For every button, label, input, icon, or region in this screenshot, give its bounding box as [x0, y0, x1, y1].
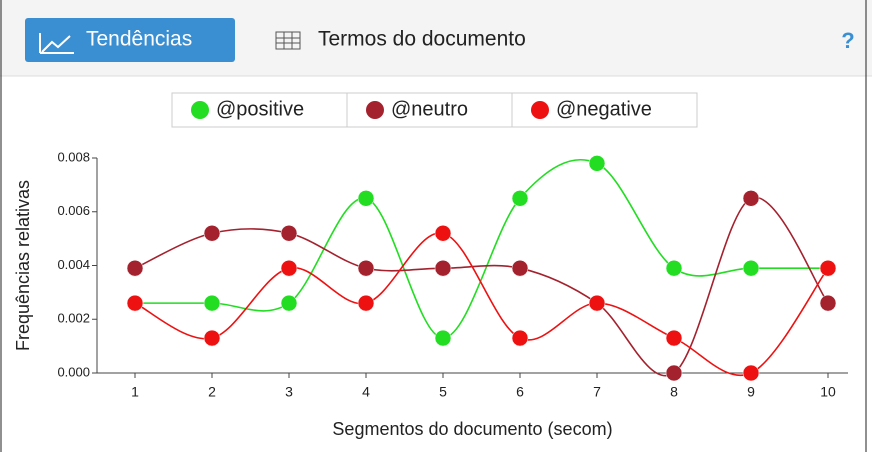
y-tick-label: 0.002 — [57, 311, 90, 326]
y-axis-label: Frequências relativas — [13, 180, 33, 351]
x-tick-label: 5 — [439, 384, 447, 400]
series-line — [135, 158, 828, 339]
tab-active[interactable] — [25, 18, 235, 62]
tab-label[interactable]: Termos do documento — [318, 28, 526, 51]
x-tick-label: 1 — [131, 384, 139, 400]
x-tick-label: 9 — [747, 384, 755, 400]
data-point — [280, 294, 298, 312]
legend-swatch — [191, 101, 209, 119]
x-tick-label: 6 — [516, 384, 524, 400]
x-tick-label: 7 — [593, 384, 601, 400]
data-point — [357, 259, 375, 277]
data-point — [511, 190, 529, 207]
table-icon — [275, 31, 301, 50]
data-point — [203, 225, 221, 242]
data-point — [280, 259, 298, 277]
trend-icon — [39, 33, 74, 54]
series-line — [134, 232, 829, 376]
data-point — [665, 329, 683, 347]
data-point — [819, 259, 837, 277]
data-point — [665, 364, 683, 382]
data-point — [511, 259, 529, 277]
tab-label[interactable]: Tendências — [86, 28, 192, 51]
legend: @positive @neutro @negative — [171, 92, 698, 128]
x-tick-label: 8 — [670, 384, 678, 400]
legend-label: @neutro — [391, 98, 468, 120]
data-point — [126, 259, 144, 277]
data-point — [742, 190, 760, 207]
legend-label: @negative — [556, 98, 652, 120]
data-point — [588, 155, 606, 172]
x-tick-label: 2 — [208, 384, 216, 400]
data-point — [742, 259, 760, 277]
legend-box — [171, 92, 698, 128]
data-point — [434, 329, 452, 347]
y-tick-label: 0.004 — [57, 257, 90, 272]
data-point — [434, 225, 452, 242]
data-point — [742, 364, 760, 382]
data-point — [280, 225, 298, 242]
data-point — [357, 190, 375, 207]
legend-swatch — [366, 101, 384, 119]
x-axis-label: Segmentos do documento (secom) — [332, 419, 612, 439]
y-tick-label: 0.008 — [57, 149, 90, 164]
data-point — [665, 259, 683, 277]
data-point — [434, 259, 452, 277]
data-point — [203, 294, 221, 312]
legend-swatch — [531, 101, 549, 119]
data-point — [511, 329, 529, 347]
data-point — [126, 294, 144, 312]
data-point — [588, 294, 606, 312]
x-tick-label: 3 — [285, 384, 293, 400]
x-tick-label: 10 — [820, 384, 836, 400]
data-point — [203, 329, 221, 347]
help-button[interactable]: ? — [841, 28, 854, 53]
data-point — [357, 294, 375, 312]
x-tick-label: 4 — [362, 384, 370, 400]
data-point — [819, 294, 837, 312]
y-tick-label: 0.006 — [57, 203, 90, 218]
y-tick-label: 0.000 — [57, 364, 90, 379]
legend-label: @positive — [216, 98, 304, 120]
